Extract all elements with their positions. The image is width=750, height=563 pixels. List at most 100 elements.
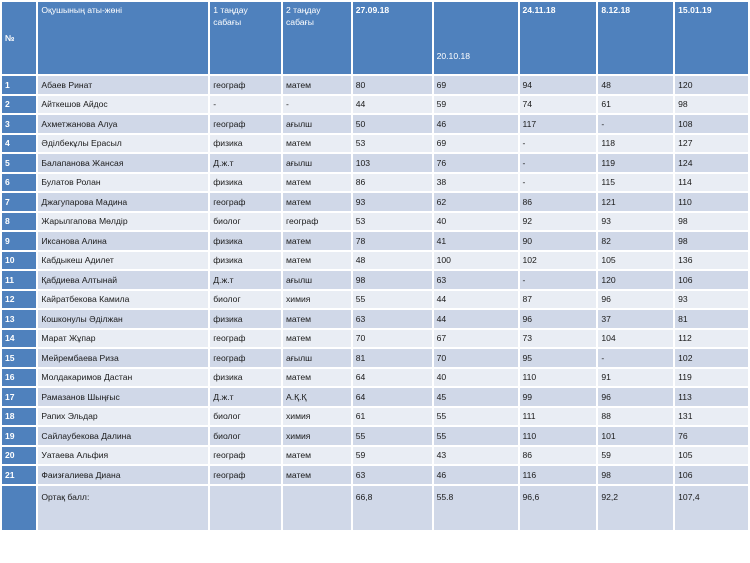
table-row: 12 Кайратбекова Камила биолог химия 55 44 87 96…: [2, 290, 748, 308]
elective-2: матем: [283, 466, 351, 484]
table-row: 20 Уатаева Альфия географ матем 59 43 86 59 105: [2, 446, 748, 464]
score-5: 112: [675, 329, 748, 347]
student-name: Кайратбекова Камила: [38, 290, 209, 308]
table-row: 3 Ахметжанова Алуа географ ағылш 50 46 117-108: [2, 115, 748, 133]
score-5: 127: [675, 134, 748, 152]
elective-1: географ: [210, 329, 281, 347]
score-2: 55: [433, 427, 518, 445]
row-number: 11: [2, 271, 37, 289]
student-name: Джагупарова Мадина: [38, 193, 209, 211]
score-4: 91: [598, 368, 674, 386]
table-row: 18 Рапих Эльдар биолог химия 61 55 111 88 131: [2, 407, 748, 425]
elective-1: биолог: [210, 407, 281, 425]
row-number: 20: [2, 446, 37, 464]
score-2: 59: [433, 95, 518, 113]
score-3: 90: [519, 232, 597, 250]
elective-1: физика: [210, 251, 281, 269]
score-1: 70: [352, 329, 432, 347]
score-2: 38: [433, 173, 518, 191]
score-5: 81: [675, 310, 748, 328]
student-name: Фаизғалиева Диана: [38, 466, 209, 484]
score-3: -: [519, 173, 597, 191]
total-score-1: 66,8: [352, 485, 432, 530]
total-row: Ортақ балл: 66,8 55.8 96,6 92,2 107,4: [2, 485, 748, 530]
score-3: -: [519, 134, 597, 152]
score-4: 48: [598, 76, 674, 94]
score-5: 108: [675, 115, 748, 133]
elective-2: ағылш: [283, 349, 351, 367]
score-5: 120: [675, 76, 748, 94]
score-1: 63: [352, 466, 432, 484]
score-5: 76: [675, 427, 748, 445]
row-number: 12: [2, 290, 37, 308]
score-3: 116: [519, 466, 597, 484]
score-1: 53: [352, 212, 432, 230]
student-name: Абаев Ринат: [38, 76, 209, 94]
scores-table: № Оқушының аты-жөні 1 таңдау сабағы 2 та…: [2, 2, 748, 530]
row-number: 21: [2, 466, 37, 484]
table-row: 16 Молдакаримов Дастан физика матем 64 40 110 9…: [2, 368, 748, 386]
score-3: 94: [519, 76, 597, 94]
score-2: 100: [433, 251, 518, 269]
score-5: 105: [675, 446, 748, 464]
student-name: Кошконулы Әділжан: [38, 310, 209, 328]
score-1: 64: [352, 388, 432, 406]
student-name: Ахметжанова Алуа: [38, 115, 209, 133]
score-4: 115: [598, 173, 674, 191]
score-3: 73: [519, 329, 597, 347]
elective-1: Д.ж.т: [210, 154, 281, 172]
elective-2: матем: [283, 251, 351, 269]
elective-1: географ: [210, 446, 281, 464]
table-row: 2 Айткешов Айдос - -44 59 74 61 98: [2, 95, 748, 113]
score-5: 113: [675, 388, 748, 406]
elective-1: биолог: [210, 427, 281, 445]
row-number: 1: [2, 76, 37, 94]
student-name: Кабдыкеш Адилет: [38, 251, 209, 269]
score-2: 43: [433, 446, 518, 464]
table-row: 5 Балапанова Жансая Д.ж.т ағылш 103 76-119 124: [2, 154, 748, 172]
header-date-3: 24.11.18: [519, 2, 597, 74]
score-5: 114: [675, 173, 748, 191]
student-name: Қабдиева Алтынай: [38, 271, 209, 289]
table-row: 7 Джагупарова Мадина географ матем 93 62 86 121…: [2, 193, 748, 211]
student-name: Булатов Ролан: [38, 173, 209, 191]
score-4: 96: [598, 290, 674, 308]
score-1: 50: [352, 115, 432, 133]
student-name: Жарылгапова Мөлдір: [38, 212, 209, 230]
row-number: 13: [2, 310, 37, 328]
elective-1: географ: [210, 466, 281, 484]
row-number: 5: [2, 154, 37, 172]
score-4: 120: [598, 271, 674, 289]
table-body: 1 Абаев Ринат географ матем 80 69 94 48 120 2 Айтк…: [2, 76, 748, 484]
student-name: Молдакаримов Дастан: [38, 368, 209, 386]
student-name: Айткешов Айдос: [38, 95, 209, 113]
elective-1: физика: [210, 173, 281, 191]
student-name: Рапих Эльдар: [38, 407, 209, 425]
row-number: 6: [2, 173, 37, 191]
student-name: Сайлаубекова Далина: [38, 427, 209, 445]
elective-2: матем: [283, 173, 351, 191]
table-row: 9 Иксанова Алина физика матем 78 41 90 82 98: [2, 232, 748, 250]
elective-2: географ: [283, 212, 351, 230]
score-3: 110: [519, 368, 597, 386]
elective-1: Д.ж.т: [210, 388, 281, 406]
total-empty-cell: [210, 485, 281, 530]
score-4: 93: [598, 212, 674, 230]
total-score-5: 107,4: [675, 485, 748, 530]
header-elective-2: 2 таңдау сабағы: [283, 2, 351, 74]
table-row: 21 Фаизғалиева Диана географ матем 63 46 116 98…: [2, 466, 748, 484]
score-2: 46: [433, 466, 518, 484]
score-5: 93: [675, 290, 748, 308]
elective-1: физика: [210, 310, 281, 328]
elective-2: А.Қ.Қ: [283, 388, 351, 406]
score-5: 119: [675, 368, 748, 386]
score-5: 110: [675, 193, 748, 211]
table-row: 1 Абаев Ринат географ матем 80 69 94 48 120: [2, 76, 748, 94]
elective-1: географ: [210, 115, 281, 133]
table-row: 19 Сайлаубекова Далина биолог химия 55 55 110 1…: [2, 427, 748, 445]
score-2: 41: [433, 232, 518, 250]
score-4: 37: [598, 310, 674, 328]
row-number: 14: [2, 329, 37, 347]
score-5: 102: [675, 349, 748, 367]
header-student-name: Оқушының аты-жөні: [38, 2, 209, 74]
